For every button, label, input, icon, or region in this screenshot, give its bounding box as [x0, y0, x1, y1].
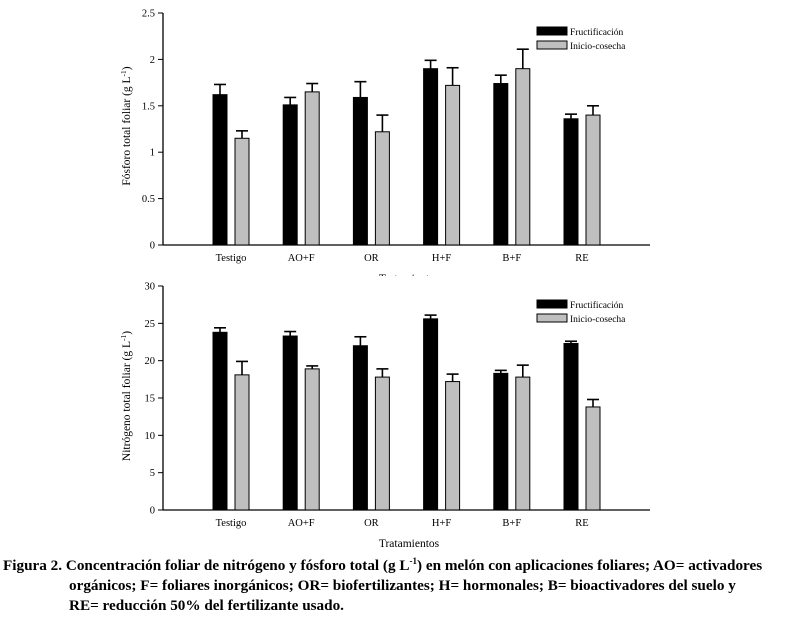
phosphorus-legend-label-inicio-cosecha: Inicio-cosecha	[570, 42, 626, 52]
phosphorus-legend-label-fructificacion: Fructificación	[570, 27, 624, 38]
nitrogen-bar-inicio-cosecha	[234, 374, 250, 511]
phosphorus-bar-fructificacion	[352, 96, 368, 246]
nitrogen-bar-inicio-cosecha	[304, 368, 320, 511]
phosphorus-bar-inicio-cosecha	[234, 137, 250, 246]
nitrogen-legend-label-inicio-cosecha: Inicio-cosecha	[570, 315, 626, 325]
phosphorus-y-label-end: )	[121, 66, 133, 70]
caption-line2: orgánicos; F= foliares inorgánicos; OR= …	[69, 577, 736, 594]
nitrogen-y-tick-label: 10	[145, 431, 156, 442]
phosphorus-category-label: H+F	[432, 253, 452, 264]
nitrogen-y-label-main: Nitrógeno total foliar (g L	[121, 341, 133, 461]
nitrogen-y-label-end: )	[121, 331, 133, 335]
nitrogen-bar-fructificacion	[423, 318, 439, 511]
figure-caption: Figura 2. Concentración foliar de nitróg…	[3, 556, 809, 616]
nitrogen-y-label-sup: -1	[119, 335, 128, 341]
phosphorus-category-label: RE	[575, 253, 588, 264]
nitrogen-bar-inicio-cosecha	[585, 406, 601, 511]
phosphorus-bar-fructificacion	[493, 83, 509, 246]
nitrogen-bar-inicio-cosecha	[515, 376, 531, 511]
nitrogen-category-label: H+F	[432, 518, 452, 529]
caption-line3: RE= reducción 50% del fertilizante usado…	[69, 597, 344, 614]
phosphorus-bar-fructificacion	[423, 68, 439, 246]
phosphorus-x-label: Tratamientos	[379, 273, 440, 276]
nitrogen-y-tick-label: 30	[145, 282, 156, 293]
phosphorus-category-label: AO+F	[288, 253, 315, 264]
nitrogen-category-label: B+F	[502, 518, 521, 529]
nitrogen-bar-inicio-cosecha	[374, 376, 390, 511]
nitrogen-legend-label-fructificacion: Fructificación	[570, 300, 624, 311]
nitrogen-y-tick-label: 5	[150, 468, 155, 479]
nitrogen-y-tick-label: 15	[145, 394, 156, 405]
phosphorus-y-tick-label: 2	[150, 55, 155, 66]
nitrogen-bar-fructificacion	[212, 331, 228, 511]
phosphorus-y-tick-label: 1.5	[142, 101, 155, 112]
nitrogen-category-label: OR	[364, 518, 379, 529]
phosphorus-bar-fructificacion	[212, 94, 228, 246]
nitrogen-bar-fructificacion	[493, 372, 509, 511]
nitrogen-category-label: RE	[575, 518, 588, 529]
phosphorus-bar-inicio-cosecha	[585, 114, 601, 246]
nitrogen-chart: 0 5 10 15 20 25 30 Nitrógeno total foliar (g L-…	[119, 282, 650, 550]
caption-line1-a: Concentración foliar de nitrógeno y fósf…	[65, 557, 410, 574]
phosphorus-y-label-main: Fósforo total foliar (g L	[121, 76, 133, 185]
phosphorus-y-tick-label: 1	[150, 148, 155, 159]
nitrogen-y-tick-label: 20	[145, 356, 156, 367]
caption-label: Figura 2.	[3, 557, 63, 574]
nitrogen-category-label: AO+F	[288, 518, 315, 529]
phosphorus-y-label-sup: -1	[119, 70, 128, 76]
nitrogen-bar-fructificacion	[282, 335, 298, 511]
caption-line1-b: ) en melón con aplicaciones foliares; AO…	[417, 557, 763, 574]
phosphorus-y-tick-label: 0	[150, 241, 155, 252]
nitrogen-bar-fructificacion	[352, 345, 368, 511]
phosphorus-category-label: Testigo	[216, 253, 247, 264]
phosphorus-bar-fructificacion	[282, 104, 298, 246]
phosphorus-chart: 0 0.5 1 1.5 2 2.5 Fósforo total foliar (g L-1)…	[119, 9, 650, 276]
phosphorus-bar-inicio-cosecha	[374, 131, 390, 246]
nitrogen-y-label: Nitrógeno total foliar (g L-1)	[119, 331, 133, 461]
nitrogen-legend-swatch-fructificacion	[536, 299, 568, 309]
phosphorus-y-tick-label: 2.5	[142, 9, 155, 20]
phosphorus-y-label: Fósforo total foliar (g L-1)	[119, 66, 133, 185]
phosphorus-legend-swatch-inicio-cosecha	[536, 40, 568, 50]
phosphorus-category-label: B+F	[502, 253, 521, 264]
nitrogen-bar-fructificacion	[563, 342, 579, 511]
nitrogen-x-label: Tratamientos	[379, 538, 440, 550]
nitrogen-y-tick-label: 0	[150, 506, 155, 517]
phosphorus-bar-inicio-cosecha	[445, 84, 461, 246]
phosphorus-bar-fructificacion	[563, 118, 579, 246]
phosphorus-bar-inicio-cosecha	[304, 91, 320, 246]
nitrogen-bar-inicio-cosecha	[445, 381, 461, 511]
nitrogen-legend-swatch-inicio-cosecha	[536, 313, 568, 323]
nitrogen-category-label: Testigo	[216, 518, 247, 529]
caption-line1-sup: -1	[409, 555, 418, 566]
phosphorus-bar-inicio-cosecha	[515, 68, 531, 246]
phosphorus-legend-swatch-fructificacion	[536, 26, 568, 36]
phosphorus-y-tick-label: 0.5	[142, 194, 155, 205]
nitrogen-y-tick-label: 25	[145, 319, 156, 330]
phosphorus-category-label: OR	[364, 253, 379, 264]
